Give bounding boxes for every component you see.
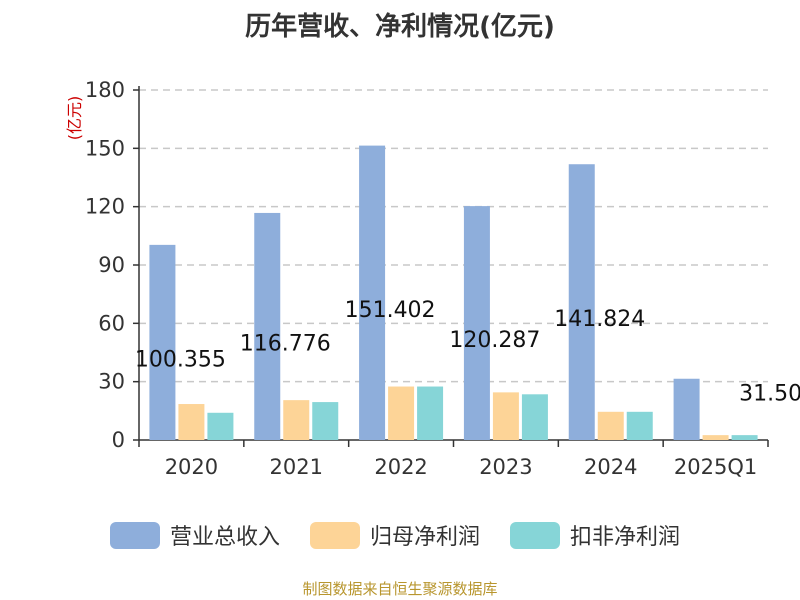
data-label: 141.824: [554, 307, 645, 332]
data-label: 120.287: [449, 328, 540, 353]
bar-1-2025Q1: [673, 378, 700, 440]
bar-2-2025Q1: [702, 435, 729, 440]
y-tick-label: 30: [98, 370, 125, 394]
bar-2-2024: [597, 411, 624, 440]
legend-swatch: [510, 522, 560, 549]
bar-3-2024: [626, 411, 653, 440]
data-label: 116.776: [240, 331, 331, 356]
y-tick-label: 180: [85, 78, 125, 102]
bar-3-2022: [417, 386, 444, 440]
bar-1-2022: [359, 145, 386, 440]
bar-3-2023: [521, 394, 548, 440]
legend-label: 归母净利润: [370, 525, 480, 550]
data-label: 100.355: [135, 347, 226, 372]
legend-swatch: [310, 522, 360, 549]
bar-2-2023: [492, 392, 519, 440]
y-tick-label: 120: [85, 195, 125, 219]
y-tick-label: 60: [98, 311, 125, 335]
x-tick-label: 2022: [374, 455, 427, 479]
bar-1-2020: [149, 244, 176, 440]
bar-3-2020: [207, 412, 234, 440]
source-note: 制图数据来自恒生聚源数据库: [302, 580, 498, 598]
bar-3-2021: [312, 402, 339, 440]
bar-1-2023: [463, 206, 490, 440]
bar-1-2021: [254, 212, 281, 440]
y-tick-label: 150: [85, 136, 125, 160]
x-tick-label: 2020: [165, 455, 218, 479]
x-tick-label: 2025Q1: [674, 455, 757, 479]
x-tick-label: 2021: [270, 455, 323, 479]
chart-title: 历年营收、净利情况(亿元): [245, 12, 555, 42]
bar-2-2021: [283, 400, 310, 440]
y-axis-label: (亿元): [65, 96, 84, 141]
data-label: 31.505: [739, 382, 800, 407]
x-tick-label: 2024: [584, 455, 637, 479]
bar-1-2024: [568, 164, 595, 440]
legend-swatch: [110, 522, 160, 549]
legend-label: 扣非净利润: [570, 525, 680, 550]
bar-2-2022: [388, 386, 415, 440]
x-tick-label: 2023: [479, 455, 532, 479]
legend-label: 营业总收入: [170, 525, 280, 550]
y-tick-label: 0: [112, 428, 125, 452]
data-label: 151.402: [345, 298, 436, 323]
bar-2-2020: [178, 404, 205, 440]
y-tick-label: 90: [98, 253, 125, 277]
bar-3-2025Q1: [731, 435, 758, 440]
